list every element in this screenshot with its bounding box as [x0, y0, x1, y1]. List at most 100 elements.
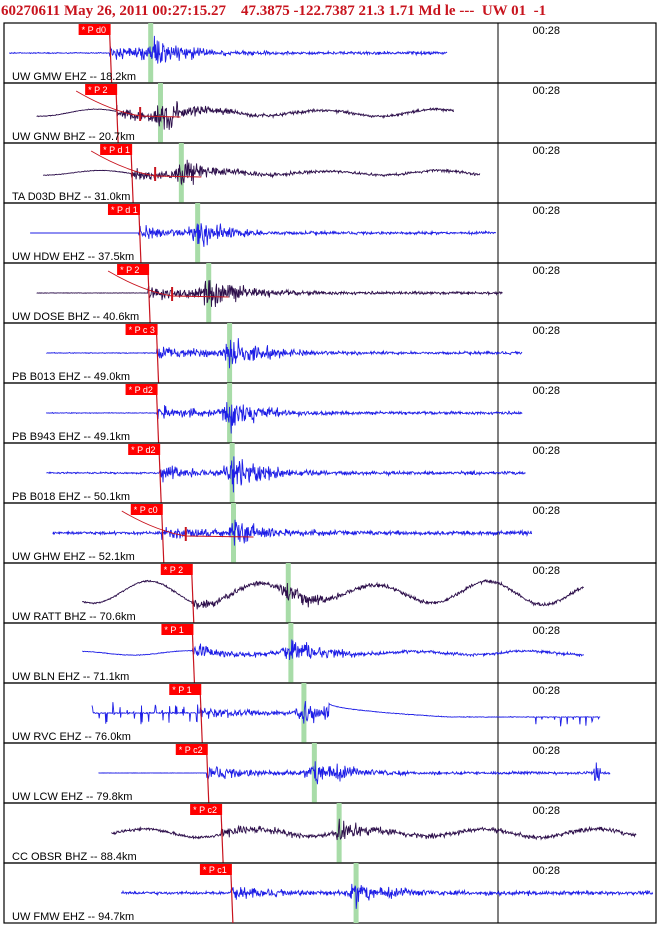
station-label: CC OBSR BHZ -- 88.4km [12, 851, 137, 863]
s-arrival-marker [285, 563, 291, 623]
pick-label-box [169, 684, 202, 695]
p-pick-line [191, 632, 196, 684]
waveform [36, 101, 454, 130]
station-label: PB B013 EHZ -- 49.0km [12, 371, 130, 383]
pick-label: * P c1 [203, 865, 227, 875]
time-tick-label: 00:28 [532, 265, 560, 277]
time-tick-label: 00:28 [532, 505, 560, 517]
p-pick-line [155, 332, 160, 384]
event-extra: le --- [444, 3, 475, 19]
magnitude-type: Md [418, 3, 442, 19]
pick-label-box [125, 384, 158, 395]
pick-label-box [117, 264, 150, 275]
time-tick-label: 00:28 [532, 385, 560, 397]
pick-label: * P 1 [164, 625, 183, 635]
pick-label: * P d0 [82, 25, 106, 35]
pick-label: * P d 1 [103, 145, 130, 155]
trace-panel: * P d 1 00:28 TA D03D BHZ -- 31.0km [3, 142, 657, 204]
waveform [46, 402, 523, 434]
pick-label: * P c0 [134, 505, 158, 515]
waveform [81, 578, 584, 610]
station-label: TA D03D BHZ -- 31.0km [12, 191, 130, 203]
trace-panel: * P d2 00:28 PB B018 EHZ -- 50.1km [3, 442, 657, 504]
p-pick-line [206, 752, 210, 804]
pick-label-box [161, 624, 194, 635]
s-arrival-marker [157, 83, 163, 143]
waveform [42, 159, 481, 186]
waveform [46, 338, 523, 369]
event-id: 60270611 [1, 3, 61, 19]
pick-label-box [85, 84, 118, 95]
panel-frame [3, 862, 657, 924]
p-pick-line [138, 212, 142, 264]
trace-panel: * P d2 00:28 PB B943 EHZ -- 49.1km [3, 382, 657, 444]
event-version: 01 [511, 3, 527, 19]
station-label: UW BLN EHZ -- 71.1km [12, 671, 129, 683]
pick-label: * P d2 [131, 445, 155, 455]
event-trailing: -1 [533, 3, 547, 19]
station-label: UW GMW EHZ -- 18.2km [12, 71, 136, 83]
waveform [36, 280, 503, 308]
pick-label-box [199, 864, 232, 875]
p-pick-line [115, 92, 119, 144]
time-tick-label: 00:28 [532, 565, 560, 577]
trace-panel: * P d 1 00:28 UW HDW EHZ -- 37.5km [3, 202, 657, 264]
time-tick-label: 00:28 [532, 805, 560, 817]
trace-panel: * P c2 00:28 UW LCW EHZ -- 79.8km [3, 742, 657, 804]
trace-panel: * P c2 00:28 CC OBSR BHZ -- 88.4km [3, 802, 657, 864]
seismogram-plot: * P d0 00:28 UW GMW EHZ -- 18.2km * P 2 00:2… [3, 22, 657, 924]
event-network: UW [481, 3, 508, 19]
p-pick-line [199, 692, 203, 744]
p-pick-line [155, 392, 160, 444]
event-magnitude: 1.71 [388, 3, 415, 19]
time-tick-label: 00:28 [532, 745, 560, 757]
station-label: PB B943 EHZ -- 49.1km [12, 431, 130, 443]
pick-label: * P 2 [88, 85, 107, 95]
station-label: UW GNW BHZ -- 20.7km [12, 131, 135, 143]
p-pick-line [147, 272, 151, 324]
station-label: UW DOSE BHZ -- 40.6km [12, 311, 139, 323]
trace-panel: * P c 3 00:28 PB B013 EHZ -- 49.0km [3, 322, 657, 384]
pick-label: * P c2 [179, 745, 203, 755]
waveform [52, 519, 533, 546]
time-tick-label: 00:28 [532, 25, 560, 37]
p-pick-line [158, 452, 162, 504]
event-depth: 21.3 [358, 3, 385, 19]
time-tick-label: 00:28 [532, 85, 560, 97]
station-label: UW LCW EHZ -- 79.8km [12, 791, 132, 803]
trace-panel: * P c0 00:28 UW GHW EHZ -- 52.1km [3, 502, 657, 564]
time-tick-label: 00:28 [532, 445, 560, 457]
time-tick-label: 00:28 [532, 145, 560, 157]
time-tick-label: 00:28 [532, 325, 560, 337]
station-label: UW RVC EHZ -- 76.0km [12, 731, 131, 743]
pick-label: * P 1 [172, 685, 191, 695]
station-label: UW RATT BHZ -- 70.6km [12, 611, 136, 623]
trace-panel: * P c1 00:28 UW FMW EHZ -- 94.7km [3, 862, 657, 924]
waveform [46, 456, 526, 493]
event-lat: 47.3875 [241, 3, 290, 19]
pick-label: * P d 1 [111, 205, 138, 215]
p-pick-line [109, 32, 113, 84]
p-pick-line [191, 572, 195, 624]
time-tick-label: 00:28 [532, 205, 560, 217]
pick-label: * P c2 [193, 805, 217, 815]
pick-label: * P d2 [129, 385, 153, 395]
p-pick-line [230, 872, 234, 924]
pick-label-box [107, 204, 140, 215]
trace-panel: * P 1 00:28 UW BLN EHZ -- 71.1km [3, 622, 657, 684]
waveform [9, 35, 448, 64]
waveform [98, 761, 611, 785]
pick-label-box [130, 504, 163, 515]
p-pick-line [220, 812, 224, 864]
p-pick-line [161, 512, 165, 564]
event-header: 60270611 May 26, 2011 00:27:15.27 47.387… [0, 0, 660, 22]
s-arrival-marker [178, 143, 184, 203]
trace-panel: * P 2 00:28 UW GNW BHZ -- 20.7km [3, 82, 657, 144]
s-arrival-marker [336, 803, 342, 863]
time-tick-label: 00:28 [532, 865, 560, 877]
pick-label-box [190, 804, 223, 815]
pick-label-box [100, 144, 133, 155]
station-label: UW FMW EHZ -- 94.7km [12, 911, 134, 923]
pick-label: * P 2 [120, 265, 139, 275]
event-lon: -122.7387 [293, 3, 355, 19]
